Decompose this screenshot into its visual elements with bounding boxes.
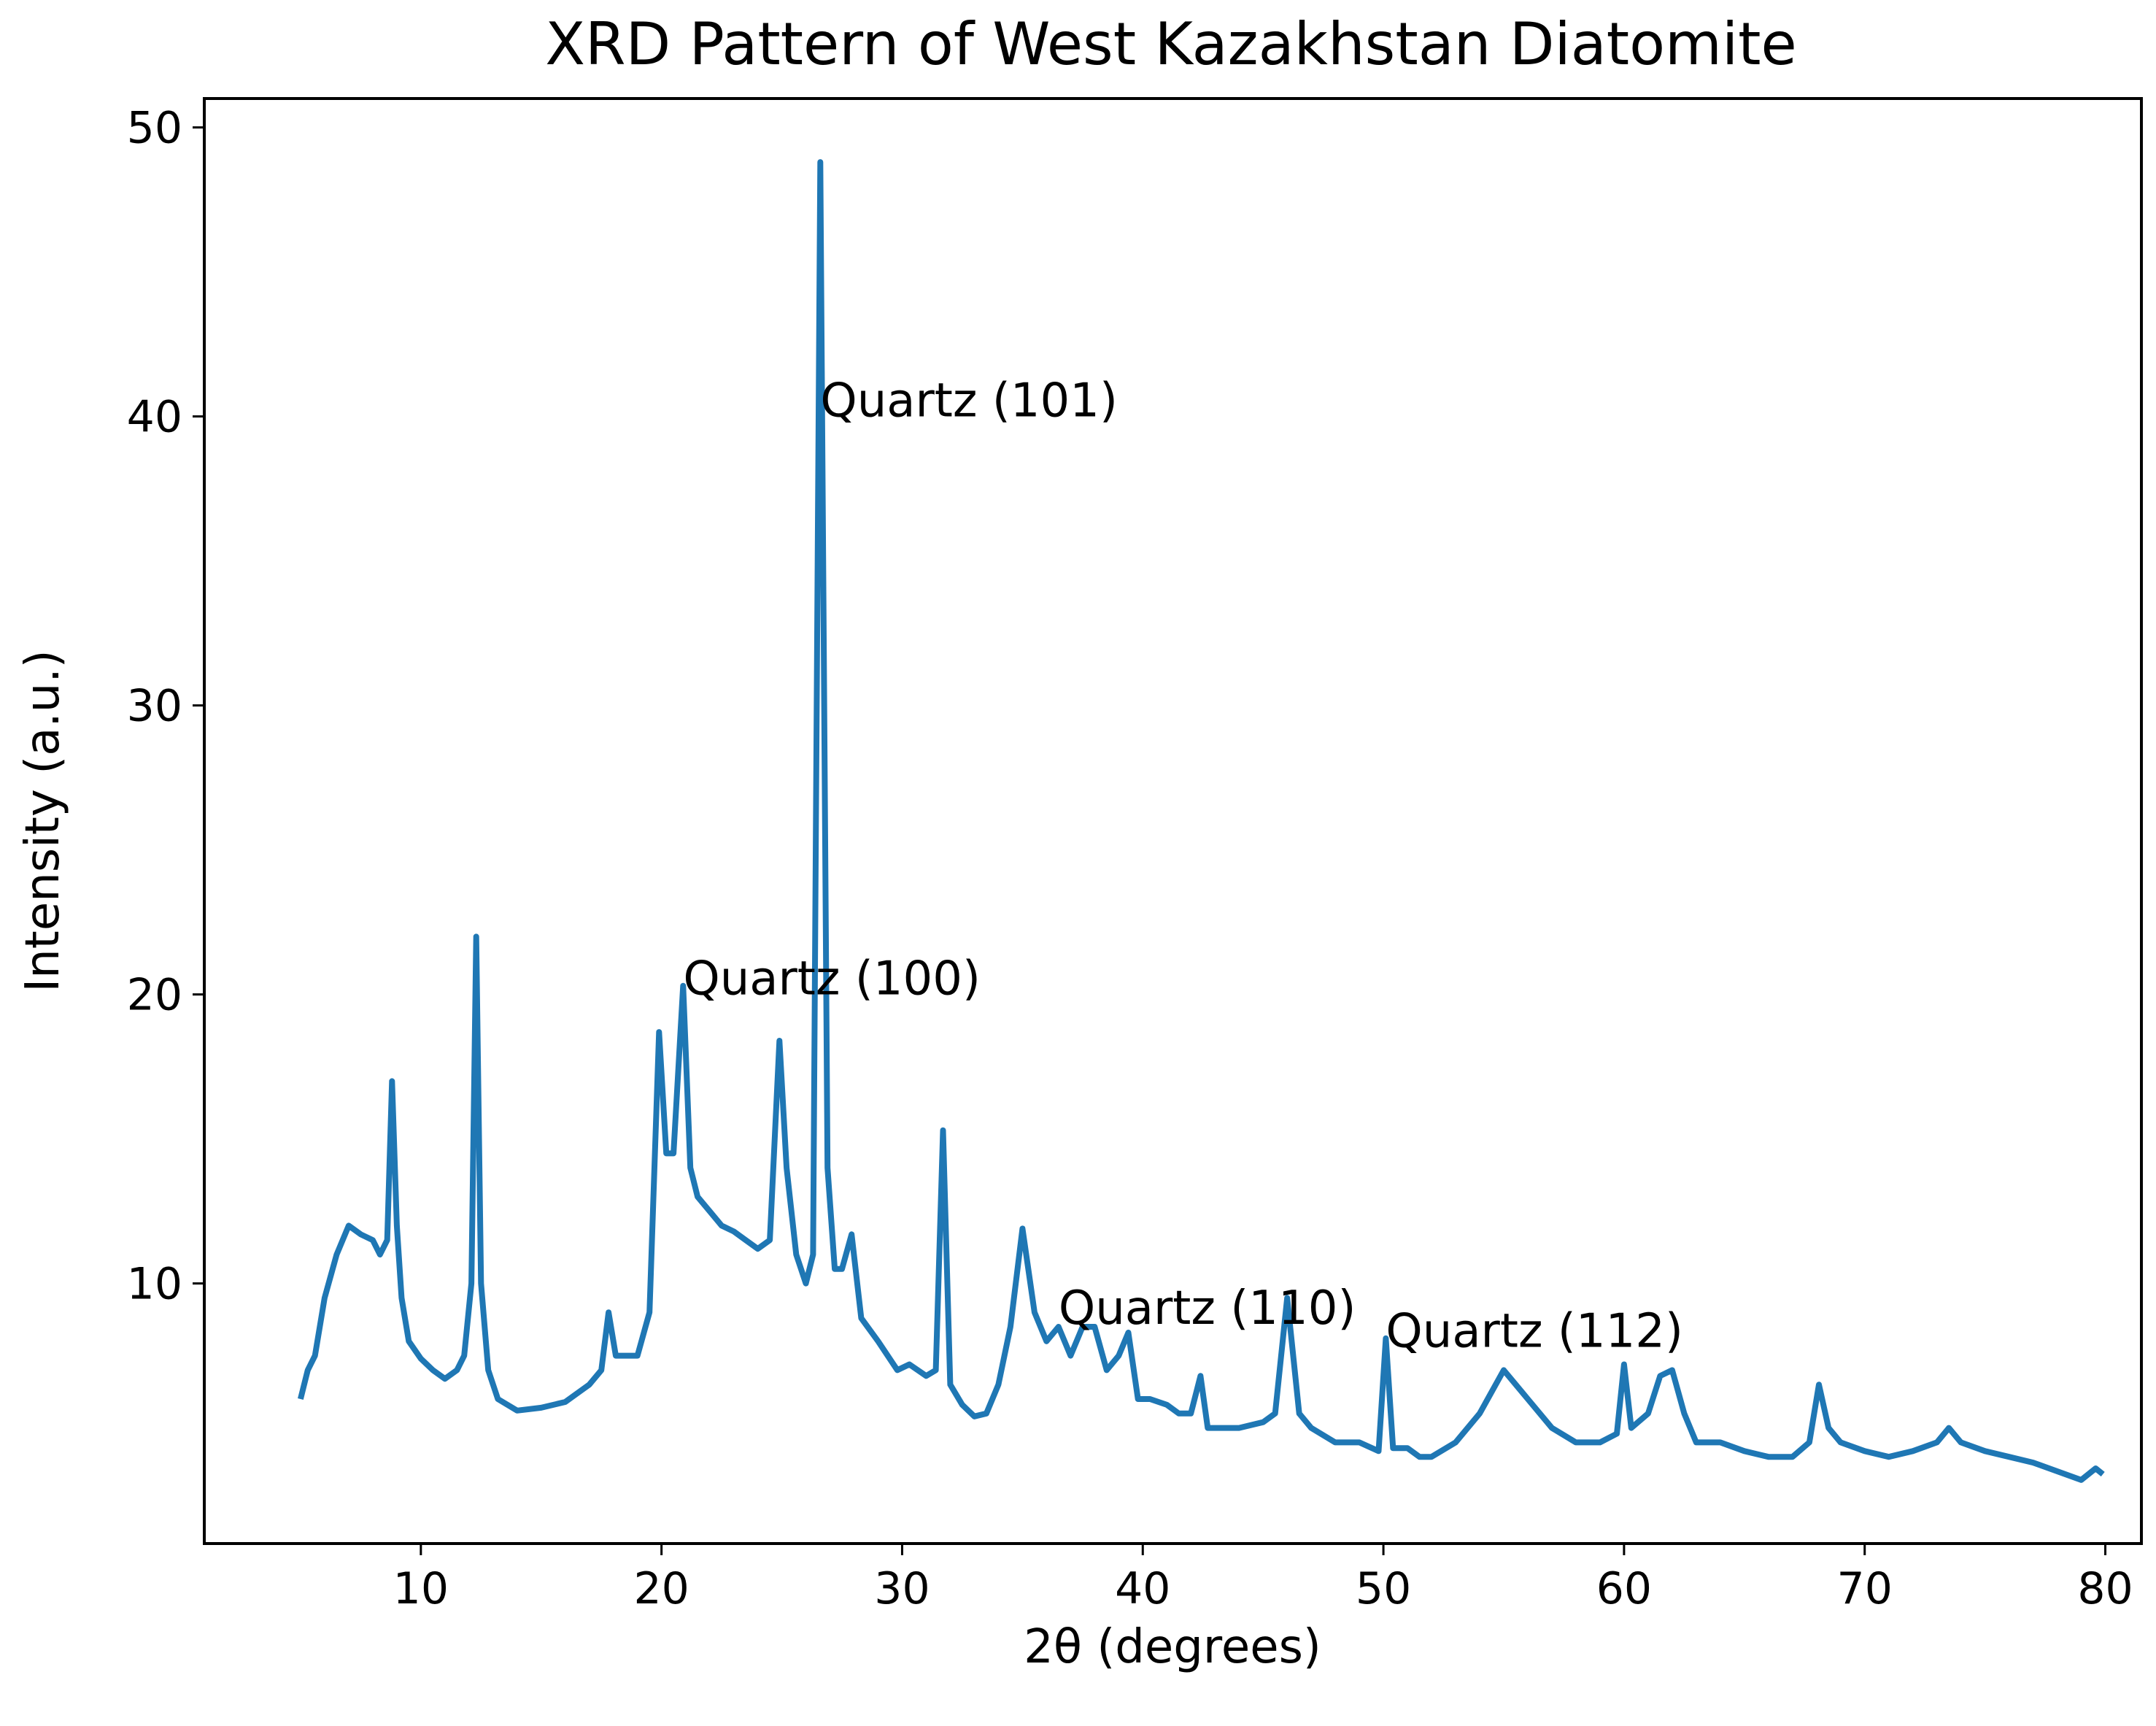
x-tick-label: 70 <box>1837 1563 1893 1614</box>
y-axis: 10 20 30 40 50 <box>127 103 204 1310</box>
peak-annotation: Quartz (101) <box>820 374 1118 428</box>
chart-title: XRD Pattern of West Kazakhstan Diatomite <box>545 10 1797 78</box>
y-tick-label: 20 <box>127 970 182 1021</box>
peak-annotation: Quartz (100) <box>683 952 981 1006</box>
annotations: Quartz (101) Quartz (100) Quartz (110) Quar… <box>683 374 1683 1359</box>
peak-annotation: Quartz (110) <box>1059 1282 1356 1336</box>
x-tick-label: 40 <box>1115 1563 1170 1614</box>
peak-annotation: Quartz (112) <box>1386 1305 1683 1359</box>
y-tick-label: 30 <box>127 681 182 732</box>
xrd-series-line <box>298 159 2105 1483</box>
x-tick-label: 20 <box>633 1563 689 1614</box>
y-tick-label: 40 <box>127 392 182 443</box>
x-tick-label: 50 <box>1356 1563 1411 1614</box>
plot-frame <box>203 97 2143 1545</box>
x-tick-label: 30 <box>874 1563 930 1614</box>
y-tick-label: 10 <box>127 1259 182 1310</box>
x-axis-label: 2θ (degrees) <box>1024 1620 1321 1674</box>
x-tick-label: 60 <box>1596 1563 1652 1614</box>
plot-area <box>298 159 2105 1483</box>
y-axis-label: Intensity (a.u.) <box>16 650 70 992</box>
x-tick-label: 80 <box>2077 1563 2133 1614</box>
x-axis: 10 20 30 40 50 60 70 80 <box>393 1544 2133 1614</box>
y-tick-label: 50 <box>127 103 182 154</box>
x-tick-label: 10 <box>393 1563 449 1614</box>
